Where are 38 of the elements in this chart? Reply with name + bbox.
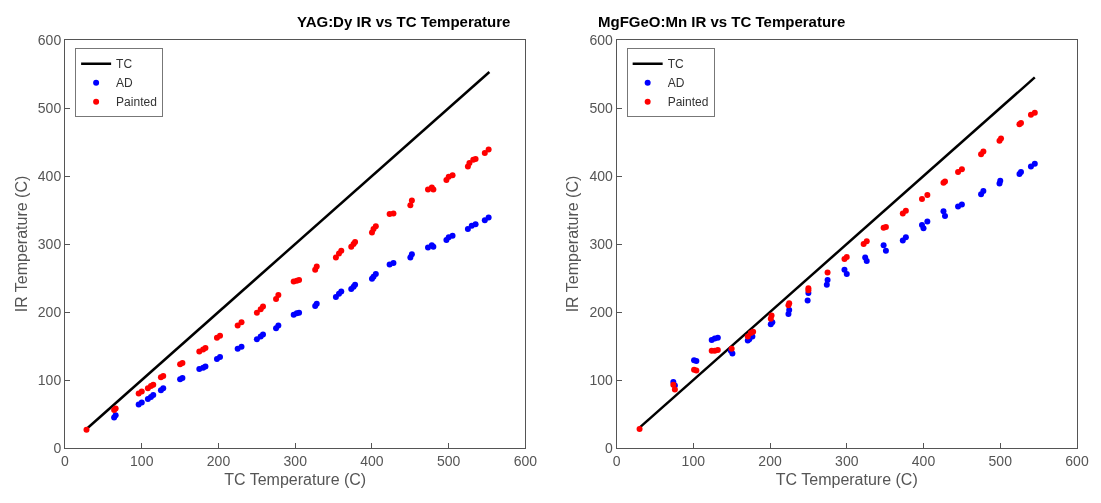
x-axis-title: TC Temperature (C) <box>775 471 918 489</box>
y-tick-label: 200 <box>589 303 613 320</box>
legend-label: TC <box>667 57 684 72</box>
x-tick-label: 200 <box>206 452 231 469</box>
y-tick-label: 200 <box>37 303 62 320</box>
y-axis-title: IR Temperature (C) <box>564 175 582 313</box>
chart-title: YAG:Dy IR vs TC Temperature <box>297 13 511 30</box>
chart-title: MgFGeO:Mn IR vs TC Temperature <box>598 13 846 30</box>
y-tick-label: 600 <box>37 31 62 48</box>
legend-label: TC <box>116 57 133 72</box>
x-tick-label: 200 <box>758 452 782 469</box>
x-tick-label: 100 <box>681 452 706 469</box>
y-tick-label: 400 <box>37 167 62 184</box>
y-tick-label: 0 <box>604 439 613 456</box>
x-axis-title: TC Temperature (C) <box>224 471 367 489</box>
x-tick-label: 600 <box>513 452 538 469</box>
x-tick-label: 500 <box>437 452 461 469</box>
y-tick-label: 300 <box>589 235 613 252</box>
y-tick-label: 500 <box>589 99 613 116</box>
y-tick-label: 100 <box>589 371 613 388</box>
y-tick-label: 300 <box>37 235 62 252</box>
y-tick-label: 0 <box>53 439 62 456</box>
x-tick-label: 300 <box>835 452 859 469</box>
y-tick-label: 600 <box>589 31 613 48</box>
x-tick-label: 400 <box>911 452 936 469</box>
legend-label: Painted <box>667 95 709 110</box>
y-tick-label: 400 <box>589 167 613 184</box>
legend-label: AD <box>116 76 134 91</box>
y-tick-label: 100 <box>37 371 62 388</box>
x-tick-label: 600 <box>1065 452 1089 469</box>
y-axis-title: IR Temperature (C) <box>12 175 30 313</box>
x-tick-label: 500 <box>988 452 1013 469</box>
x-tick-label: 100 <box>130 452 154 469</box>
x-tick-label: 400 <box>360 452 384 469</box>
x-tick-label: 300 <box>283 452 308 469</box>
y-tick-label: 500 <box>37 99 62 116</box>
legend-label: Painted <box>116 95 157 110</box>
legend-label: AD <box>667 76 685 91</box>
